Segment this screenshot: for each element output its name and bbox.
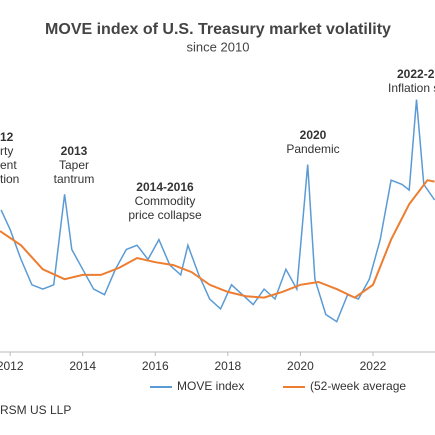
x-tick-label: 2022 [360,359,387,373]
annotation-text: tantrum [54,172,95,186]
legend-label: MOVE index [177,379,244,393]
x-tick-label: 2020 [287,359,314,373]
chart-subtitle: since 2010 [187,39,250,54]
series-line [0,179,435,299]
x-tick-label: 2014 [69,359,96,373]
annotation-text: price collapse [128,208,202,222]
annotation-text: ent [0,158,17,172]
x-tick-label: 2018 [214,359,241,373]
annotation-label: 2013 [61,144,88,158]
annotation-text: Inflation s [388,81,435,95]
series-line [0,99,435,323]
annotation-text: rty [0,144,13,158]
annotation-label: 2022-2 [397,67,435,81]
chart-title: MOVE index of U.S. Treasury market volat… [45,21,391,38]
annotation-label: 2020 [300,128,327,142]
annotation-label: 2014-2016 [136,180,194,194]
annotation-text: Commodity [135,194,196,208]
annotation-text: tion [0,172,19,186]
source: RSM US LLP [0,403,71,417]
x-tick-label: 2012 [0,359,24,373]
annotation-label: 12 [0,130,14,144]
x-tick-label: 2016 [142,359,169,373]
annotation-text: Pandemic [286,142,339,156]
legend-label: (52-week average [310,379,406,393]
annotation-text: Taper [59,158,89,172]
